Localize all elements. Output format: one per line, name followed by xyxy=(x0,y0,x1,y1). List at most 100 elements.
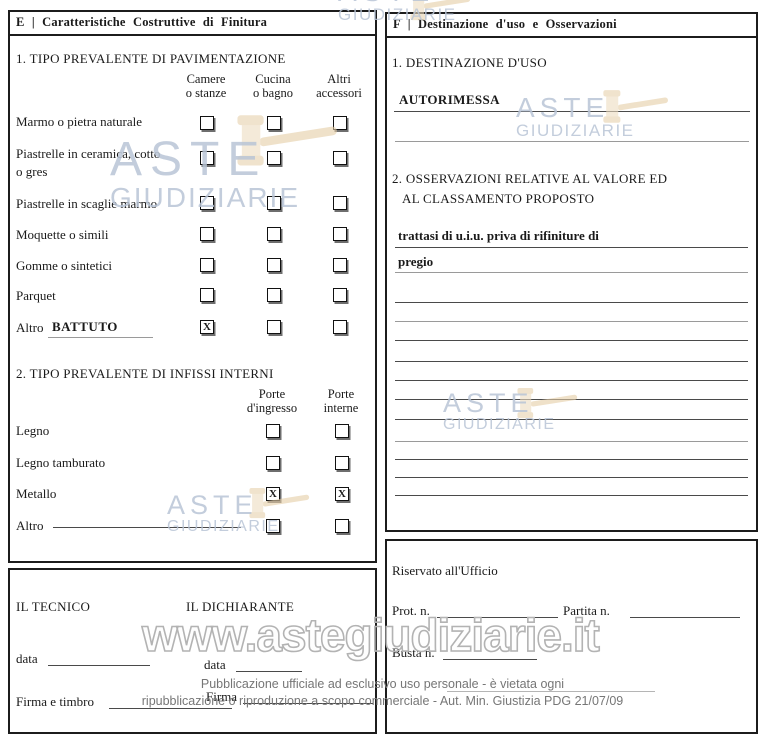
checkbox-ceramica-camere[interactable] xyxy=(200,151,214,165)
checkbox-gomme-accessori[interactable] xyxy=(333,258,347,272)
blank-line xyxy=(395,380,748,381)
declarant-title: IL DICHIARANTE xyxy=(186,599,295,614)
column-header-porte-interne: Porte interne xyxy=(306,387,376,415)
row-label-marmo: Marmo o pietra naturale xyxy=(16,114,142,129)
row-label-scaglie: Piastrelle in scaglie marmo xyxy=(16,196,158,211)
row-label-ceramica: Piastrelle in ceramica, cotto xyxy=(16,146,161,161)
blank-line xyxy=(395,361,748,362)
infissi-title: 2. TIPO PREVALENTE DI INFISSI INTERNI xyxy=(16,366,274,381)
row-label-ceramica-line2: o gres xyxy=(16,164,48,179)
checkbox-metallo-interne[interactable]: X xyxy=(335,487,349,501)
checkbox-altro-infissi-ingresso[interactable] xyxy=(266,519,280,533)
checkbox-ceramica-cucina[interactable] xyxy=(267,151,281,165)
osservazioni-title-line2: AL CLASSAMENTO PROPOSTO xyxy=(402,191,595,206)
column-header-line: accessori xyxy=(316,85,362,100)
checkbox-scaglie-cucina[interactable] xyxy=(267,196,281,210)
checkbox-metallo-ingresso[interactable]: X xyxy=(266,487,280,501)
blank-line xyxy=(395,477,748,478)
row-label-gomme: Gomme o sintetici xyxy=(16,258,113,273)
busta-label: Busta n. xyxy=(392,645,435,660)
checkbox-parquet-cucina[interactable] xyxy=(267,288,281,302)
checkbox-moquette-cucina[interactable] xyxy=(267,227,281,241)
row-label-legno: Legno xyxy=(16,423,50,438)
signature-label: Firma xyxy=(206,689,238,704)
prot-label: Prot. n. xyxy=(392,603,430,618)
partita-label: Partita n. xyxy=(563,603,610,618)
blank-line xyxy=(395,340,748,341)
column-header-line: Cucina xyxy=(255,72,291,86)
checkbox-gomme-cucina[interactable] xyxy=(267,258,281,272)
checkbox-marmo-accessori[interactable] xyxy=(333,116,347,130)
column-header-camere: Camere o stanze xyxy=(171,72,241,100)
altro-pavimento-line xyxy=(48,337,153,338)
date-label-left: data xyxy=(16,651,38,666)
checkbox-altro-cucina[interactable] xyxy=(267,320,281,334)
checkbox-gomme-camere[interactable] xyxy=(200,258,214,272)
checkbox-altro-camere[interactable]: X xyxy=(200,320,214,334)
date-line-left xyxy=(48,665,150,666)
checkbox-moquette-camere[interactable] xyxy=(200,227,214,241)
blank-line xyxy=(395,459,748,460)
osservazioni-value-line1: trattasi di u.i.u. priva di rifiniture d… xyxy=(398,228,599,243)
row-label-altro-pavimento: Altro xyxy=(16,320,44,335)
office-title: Riservato all'Ufficio xyxy=(392,563,498,578)
osservazioni-value-line2: pregio xyxy=(398,254,434,269)
field-line xyxy=(395,247,748,248)
column-header-line: Altri xyxy=(327,72,351,86)
checkbox-legno-ingresso[interactable] xyxy=(266,424,280,438)
column-header-line: o stanze xyxy=(185,85,227,100)
checkbox-altro-accessori[interactable] xyxy=(333,320,347,334)
prot-line xyxy=(437,617,558,618)
destinazione-value: AUTORIMESSA xyxy=(399,92,500,107)
osservazioni-title-line1: 2. OSSERVAZIONI RELATIVE AL VALORE ED xyxy=(392,171,668,186)
column-header-line: d'ingresso xyxy=(246,400,298,415)
pavimentazione-title: 1. TIPO PREVALENTE DI PAVIMENTAZIONE xyxy=(16,51,286,66)
panel-destinazione-header: F | Destinazione d'uso e Osservazioni xyxy=(387,14,756,38)
checkbox-marmo-camere[interactable] xyxy=(200,116,214,130)
altro-pavimento-value: BATTUTO xyxy=(52,319,118,334)
row-label-parquet: Parquet xyxy=(16,288,56,303)
blank-line xyxy=(395,441,748,442)
checkbox-scaglie-accessori[interactable] xyxy=(333,196,347,210)
office-panel: Riservato all'Ufficio Prot. n. Partita n… xyxy=(385,539,758,734)
checkbox-legno-interne[interactable] xyxy=(335,424,349,438)
checkbox-tamburato-ingresso[interactable] xyxy=(266,456,280,470)
panel-finiture-header: E | Caratteristiche Costruttive di Finit… xyxy=(10,12,375,36)
field-line xyxy=(395,272,748,273)
panel-finiture: E | Caratteristiche Costruttive di Finit… xyxy=(8,10,377,563)
checkbox-moquette-accessori[interactable] xyxy=(333,227,347,241)
column-header-line: Porte xyxy=(258,387,286,401)
technician-title: IL TECNICO xyxy=(16,599,91,614)
date-line-right xyxy=(236,671,302,672)
checkbox-altro-infissi-interne[interactable] xyxy=(335,519,349,533)
row-label-moquette: Moquette o simili xyxy=(16,227,109,242)
checkbox-parquet-accessori[interactable] xyxy=(333,288,347,302)
blank-line xyxy=(395,495,748,496)
column-header-line: Camere xyxy=(186,72,226,86)
watermark-aste-text: ASTE xyxy=(338,0,457,6)
column-header-line: o bagno xyxy=(253,85,293,100)
column-header-porte-ingresso: Porte d'ingresso xyxy=(237,387,307,415)
panel-destinazione: F | Destinazione d'uso e Osservazioni 1.… xyxy=(385,12,758,532)
checkbox-scaglie-camere[interactable] xyxy=(200,196,214,210)
field-line xyxy=(394,111,750,112)
row-label-altro-infissi: Altro xyxy=(16,518,44,533)
checkbox-parquet-camere[interactable] xyxy=(200,288,214,302)
checkbox-tamburato-interne[interactable] xyxy=(335,456,349,470)
column-header-accessori: Altri accessori xyxy=(304,72,374,100)
blank-line xyxy=(395,399,748,400)
column-header-cucina: Cucina o bagno xyxy=(238,72,308,100)
partita-line xyxy=(630,617,740,618)
checkbox-marmo-cucina[interactable] xyxy=(267,116,281,130)
extra-line xyxy=(447,691,655,692)
stamp-label: Firma e timbro xyxy=(16,694,94,709)
date-label-right: data xyxy=(204,657,226,672)
column-header-line: interne xyxy=(323,400,359,415)
blank-line xyxy=(395,419,748,420)
stamp-line xyxy=(109,708,232,709)
checkbox-ceramica-accessori[interactable] xyxy=(333,151,347,165)
column-header-line: Porte xyxy=(327,387,355,401)
destinazione-title: 1. DESTINAZIONE D'USO xyxy=(392,55,547,70)
blank-line xyxy=(395,321,748,322)
